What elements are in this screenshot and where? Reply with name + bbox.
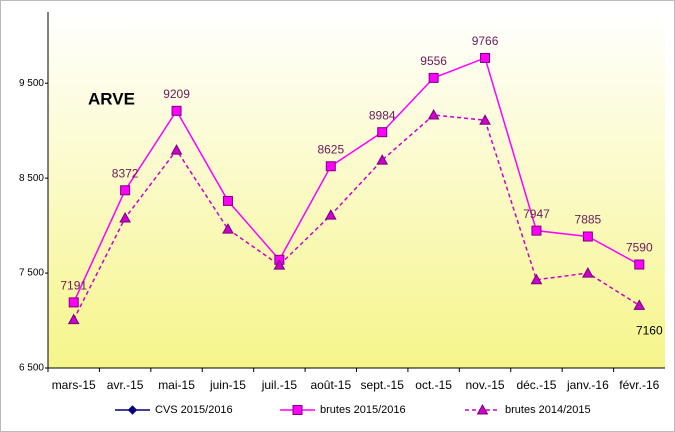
x-tick-label: mars-15 [52,378,96,392]
data-point [633,299,646,310]
legend-marker [127,405,138,415]
x-tick-label: mai-15 [158,378,195,392]
legend-label: CVS 2015/2016 [155,404,233,416]
legend-label: brutes 2014/2015 [505,404,591,416]
y-tick-label: 8 500 [19,173,44,184]
data-point [273,259,286,270]
x-tick-label: févr.-16 [619,378,659,392]
y-tick-label: 9 500 [19,78,44,89]
value-label: 9556 [420,54,447,68]
value-label: 9209 [163,87,190,101]
x-tick-label: nov.-15 [465,378,504,392]
data-point [222,195,233,206]
series-line [73,114,640,320]
value-label: 7160 [636,324,663,338]
data-point [428,72,439,83]
data-point [582,231,593,242]
data-point [376,154,389,165]
x-tick-label: août-15 [310,378,351,392]
value-label: 7191 [60,279,87,293]
value-label: 9766 [472,34,499,48]
data-point [377,127,388,138]
data-point [479,114,491,125]
value-label: 7947 [523,207,550,221]
data-point [582,267,594,278]
value-label: 8625 [317,142,344,156]
legend-marker [476,403,489,415]
data-point [171,105,182,116]
data-point [427,108,440,120]
data-point [325,161,336,172]
x-tick-label: oct.-15 [415,378,452,392]
legend-label: brutes 2015/2016 [320,404,406,416]
x-tick-label: janv.-16 [566,378,609,392]
plot-area [48,12,665,368]
x-tick-label: juil.-15 [261,378,298,392]
legend-marker [292,405,303,415]
value-label: 8372 [112,166,139,180]
data-point [120,185,131,196]
y-tick-label: 7 500 [19,268,44,279]
chart-title: ARVE [88,89,135,108]
series-line [73,56,640,303]
data-point [634,259,645,270]
x-tick-label: avr.-15 [107,378,144,392]
data-point [531,225,542,236]
data-point [222,223,234,234]
value-label: 7885 [575,213,602,227]
data-point [324,209,337,220]
data-point [119,211,131,223]
data-point [170,144,183,155]
value-label: 8984 [369,108,396,122]
x-tick-label: juin-15 [209,378,246,392]
value-label: 7590 [626,241,653,255]
x-tick-label: sept.-15 [361,378,405,392]
data-point [67,313,80,325]
data-point [68,297,79,308]
y-tick-label: 6 500 [19,363,44,374]
data-point [530,273,543,285]
x-tick-label: déc.-15 [516,378,556,392]
data-point [480,52,491,63]
